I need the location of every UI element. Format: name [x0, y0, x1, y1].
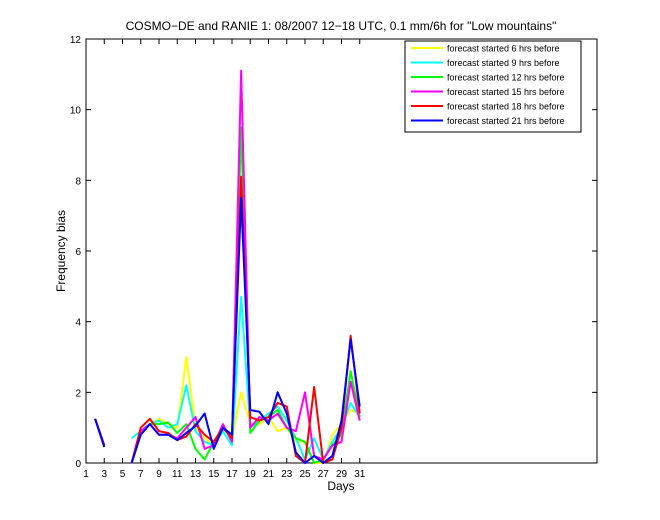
- legend-label: forecast started 12 hrs before: [447, 73, 565, 83]
- legend: forecast started 6 hrs before forecast st…: [404, 40, 582, 133]
- x-tick-label: 3: [101, 469, 107, 480]
- x-tick-label: 25: [299, 469, 311, 480]
- series-6: [94, 197, 361, 464]
- y-tick-label: 6: [75, 247, 81, 258]
- x-tick-label: 19: [245, 469, 257, 480]
- y-tick-label: 10: [70, 106, 82, 117]
- legend-label: forecast started 21 hrs before: [447, 116, 565, 126]
- x-tick-label: 13: [190, 469, 202, 480]
- x-tick-label: 9: [156, 469, 162, 480]
- x-tick-label: 29: [336, 469, 348, 480]
- y-tick-label: 12: [70, 35, 82, 46]
- x-tick-label: 31: [354, 469, 366, 480]
- legend-label: forecast started 18 hrs before: [447, 102, 565, 112]
- y-tick-label: 2: [75, 388, 81, 399]
- series-layer: [94, 69, 361, 464]
- x-tick-label: 21: [263, 469, 275, 480]
- y-tick-label: 8: [75, 176, 81, 187]
- x-axis-label: Days: [327, 479, 354, 493]
- legend-label: forecast started 15 hrs before: [447, 87, 565, 97]
- legend-label: forecast started 9 hrs before: [447, 58, 560, 68]
- legend-box: [404, 40, 582, 133]
- x-tick-label: 23: [281, 469, 293, 480]
- x-tick-label: 5: [120, 469, 126, 480]
- y-tick-label: 0: [75, 459, 81, 470]
- x-tick-label: 15: [208, 469, 220, 480]
- chart-title: COSMO−DE and RANIE 1: 08/2007 12−18 UTC,…: [126, 19, 557, 33]
- x-tick-label: 17: [226, 469, 238, 480]
- x-tick-label: 1: [83, 469, 89, 480]
- y-axis-label: Frequency bias: [54, 210, 68, 292]
- x-tick-label: 27: [318, 469, 330, 480]
- series-line: [94, 197, 361, 464]
- legend-label: forecast started 6 hrs before: [447, 44, 560, 54]
- x-tick-label: 11: [172, 469, 183, 480]
- y-tick-label: 4: [75, 318, 81, 329]
- x-tick-label: 7: [138, 469, 144, 480]
